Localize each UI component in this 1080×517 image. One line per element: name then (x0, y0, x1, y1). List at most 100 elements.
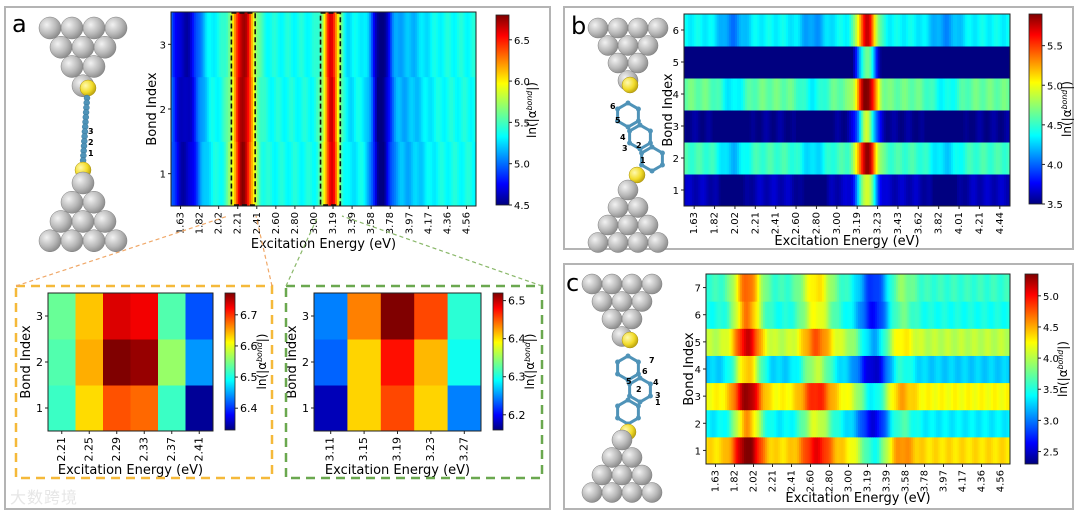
heatmap-cell (1006, 355, 1009, 384)
heatmap-cell (403, 12, 406, 78)
heatmap-cell (277, 76, 281, 142)
heatmap-cell (334, 76, 338, 142)
heatmap-cell (783, 174, 787, 207)
heatmap-cell (958, 382, 962, 411)
heatmap-cell (199, 12, 202, 78)
heatmap-cell (793, 436, 796, 465)
heatmap-cell (279, 141, 283, 207)
heatmap-cell (957, 14, 960, 47)
heatmap-cell (962, 328, 965, 356)
heatmap-cell (416, 141, 420, 207)
heatmap-cell (883, 110, 887, 143)
heatmap-cell (738, 409, 741, 438)
heatmap-cell (867, 355, 870, 384)
heatmap-cell (910, 78, 913, 111)
heatmap-cell (996, 328, 1000, 356)
heatmap-cell (947, 409, 950, 438)
heatmap-cell (327, 12, 330, 78)
heatmap-cell (918, 274, 922, 302)
heatmap-cell (721, 274, 724, 302)
heatmap-cell (818, 14, 822, 47)
heatmap-cell (944, 14, 948, 47)
heatmap-cell (926, 409, 929, 438)
heatmap-cell (464, 12, 467, 78)
heatmap-cell (300, 12, 304, 78)
heatmap-cell (909, 436, 912, 465)
heatmap-cell (799, 274, 802, 302)
heatmap-cell (768, 436, 772, 465)
heatmap-cell (707, 382, 711, 411)
heatmap-cell (186, 12, 189, 78)
heatmap-cell (922, 174, 925, 207)
heatmap-cell (725, 409, 728, 438)
heatmap-cell (833, 409, 836, 438)
heatmap-cell (814, 328, 817, 356)
heatmap-cell (887, 14, 891, 47)
heatmap-cell (456, 12, 460, 78)
heatmap-cell (298, 141, 302, 207)
heatmap-cell (957, 174, 960, 207)
heatmap-cell (411, 141, 414, 207)
heatmap-cell (959, 14, 962, 47)
heatmap-cell (742, 382, 745, 411)
heatmap-cell (930, 142, 934, 175)
bond-label: 5 (626, 377, 632, 386)
heatmap-cell (941, 301, 944, 329)
heatmap-cell (886, 301, 889, 329)
heatmap-cell (766, 355, 770, 384)
heatmap-cell (415, 141, 418, 207)
heatmap-cell (920, 46, 923, 79)
heatmap-cell (865, 409, 868, 438)
heatmap-cell (327, 76, 330, 142)
heatmap-cell (220, 12, 223, 78)
heatmap-cell (940, 142, 944, 175)
heatmap-cell (1000, 355, 1003, 384)
heatmap-cell (934, 142, 938, 175)
heatmap-cell (938, 174, 942, 207)
heatmap-cell (991, 142, 995, 175)
x-tick-label: 3.58 (366, 212, 377, 234)
heatmap-cell (823, 301, 827, 329)
heatmap-cell (899, 14, 903, 47)
heatmap-cell (742, 355, 745, 384)
heatmap-cell (420, 76, 424, 142)
heatmap-cell (721, 382, 724, 411)
heatmap-cell (859, 328, 863, 356)
heatmap-cell (797, 436, 800, 465)
heatmap-cell (1000, 409, 1003, 438)
heatmap-cell (936, 14, 940, 47)
heatmap-cell (834, 46, 838, 79)
heatmap-cell (858, 355, 861, 384)
heatmap-cell (770, 328, 773, 356)
heatmap-cell (378, 12, 382, 78)
heatmap-cell (834, 174, 838, 207)
heatmap-cell (952, 142, 956, 175)
heatmap-cell (979, 436, 982, 465)
heatmap-cell (1001, 14, 1005, 47)
heatmap-cell (924, 409, 927, 438)
zoom-connector-2b (341, 215, 543, 287)
heatmap-cell (395, 76, 399, 142)
heatmap-cell (975, 78, 978, 111)
heatmap-cell (953, 382, 956, 411)
heatmap-cell (776, 328, 779, 356)
heatmap-cell (761, 328, 764, 356)
x-tick-label: 3.82 (934, 212, 945, 234)
heatmap-cell (858, 382, 861, 411)
zoom-connector-1a (15, 215, 229, 287)
heatmap-cell (948, 14, 952, 47)
heatmap-cell (824, 110, 828, 143)
heatmap-cell (944, 142, 948, 175)
heatmap-cell (688, 14, 691, 47)
heatmap-cell (273, 141, 277, 207)
heatmap-cell (172, 76, 176, 142)
heatmap-cell (797, 301, 800, 329)
heatmap-cell (736, 355, 739, 384)
heatmap-cell (237, 12, 241, 78)
heatmap-cell (771, 78, 775, 111)
x-tick-label: 3.39 (882, 470, 893, 492)
sulfur-atom (628, 166, 646, 184)
heatmap-cell (721, 301, 724, 329)
x-tick-label: 4.17 (423, 212, 434, 234)
heatmap-cell (795, 328, 798, 356)
